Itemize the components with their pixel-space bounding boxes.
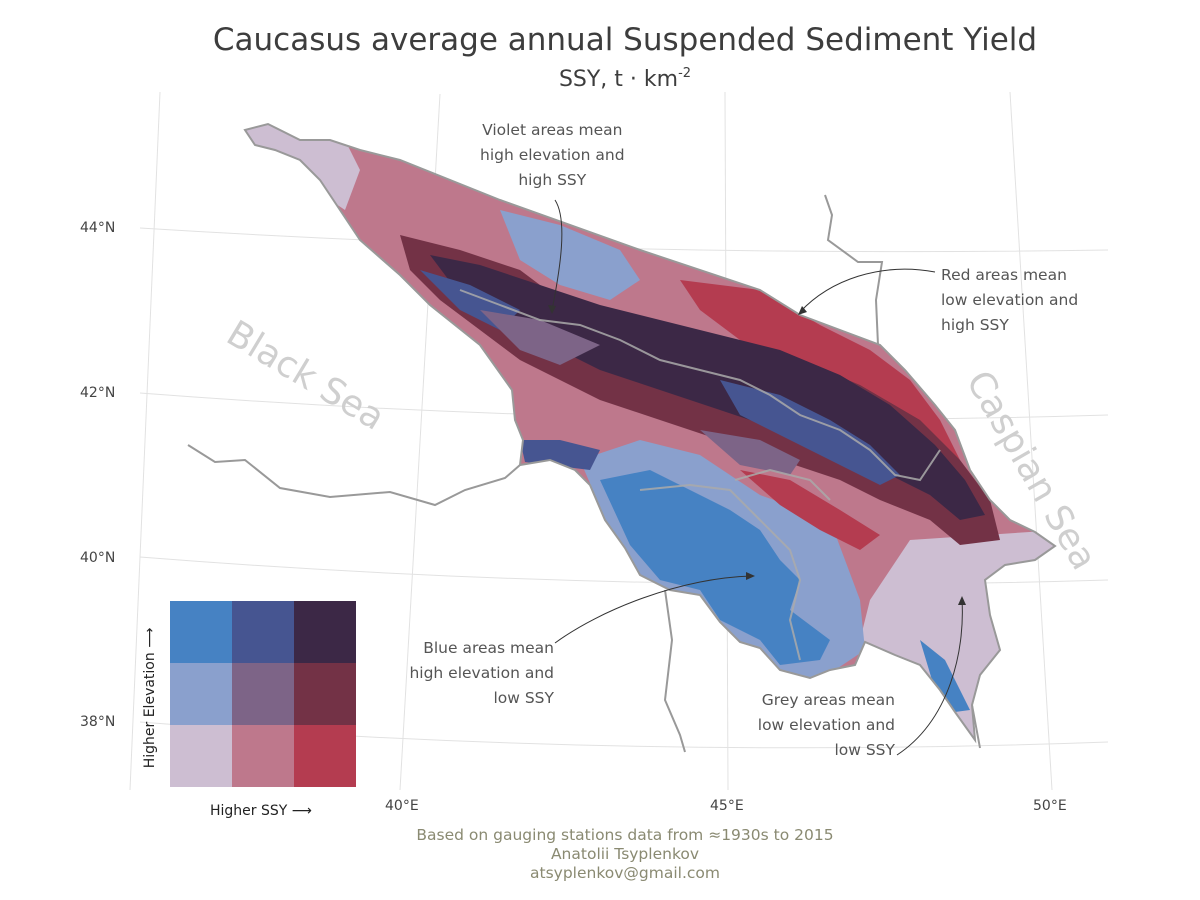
region-outline (243, 122, 1057, 744)
legend-x-label: Higher SSY ⟶ (210, 803, 312, 819)
legend-cell-r2-c1 (232, 725, 294, 787)
legend-y-label: Higher Elevation ⟶ (142, 627, 158, 769)
annotation-red: Red areas mean low elevation and high SS… (941, 263, 1078, 338)
annotation-blue-line3: low SSY (493, 689, 554, 707)
caption-email: atsyplenkov@gmail.com (530, 864, 720, 882)
lon-label-50: 50°E (1033, 798, 1067, 814)
legend-cell-r1-c0 (170, 663, 232, 725)
legend-cell-r2-c2 (294, 725, 356, 787)
legend-cell-r1-c2 (294, 663, 356, 725)
annotation-violet: Violet areas mean high elevation and hig… (480, 118, 625, 193)
annotation-violet-line2: high elevation and (480, 146, 625, 164)
annotation-red-line2: low elevation and (941, 291, 1079, 309)
internal-borders (459, 289, 941, 661)
annotation-grey-line1: Grey areas mean (761, 691, 895, 709)
lat-label-44: 44°N (80, 220, 116, 236)
legend-cell-r0-c2 (294, 601, 356, 663)
annotation-grey: Grey areas mean low elevation and low SS… (745, 688, 895, 763)
lat-label-38: 38°N (80, 714, 116, 730)
subtitle-main: SSY, t · km (558, 67, 679, 92)
annotation-violet-line3: high SSY (518, 171, 587, 189)
legend-cell-r0-c0 (170, 601, 232, 663)
legend-cell-r0-c1 (232, 601, 294, 663)
annotation-grey-line2: low elevation and (757, 716, 895, 734)
caption-author: Anatolii Tsyplenkov (550, 845, 700, 863)
annotation-violet-line1: Violet areas mean (482, 121, 623, 139)
annotation-blue-line2: high elevation and (409, 664, 554, 682)
lat-label-40: 40°N (80, 550, 116, 566)
lat-label-42: 42°N (80, 385, 116, 401)
lon-label-40: 40°E (385, 798, 419, 814)
subtitle-superscript: -2 (678, 66, 692, 81)
legend-cell-r2-c0 (170, 725, 232, 787)
arrow-heads (548, 305, 966, 605)
legend-cell-r1-c1 (232, 663, 294, 725)
annotation-blue: Blue areas mean high elevation and low S… (398, 636, 554, 711)
caption-source: Based on gauging stations data from ≈193… (416, 826, 834, 844)
annotation-blue-line1: Blue areas mean (423, 639, 554, 657)
annotation-arrows (551, 199, 963, 756)
annotation-grey-line3: low SSY (834, 741, 895, 759)
annotation-red-line1: Red areas mean (941, 266, 1067, 284)
map-subtitle: SSY, t · km-2 (0, 66, 1200, 92)
annotation-red-line3: high SSY (941, 316, 1009, 334)
map-caption: Based on gauging stations data from ≈193… (0, 826, 1200, 883)
map-title: Caucasus average annual Suspended Sedime… (212, 22, 1038, 58)
lon-label-45: 45°E (710, 798, 744, 814)
legend-grid (170, 601, 356, 787)
